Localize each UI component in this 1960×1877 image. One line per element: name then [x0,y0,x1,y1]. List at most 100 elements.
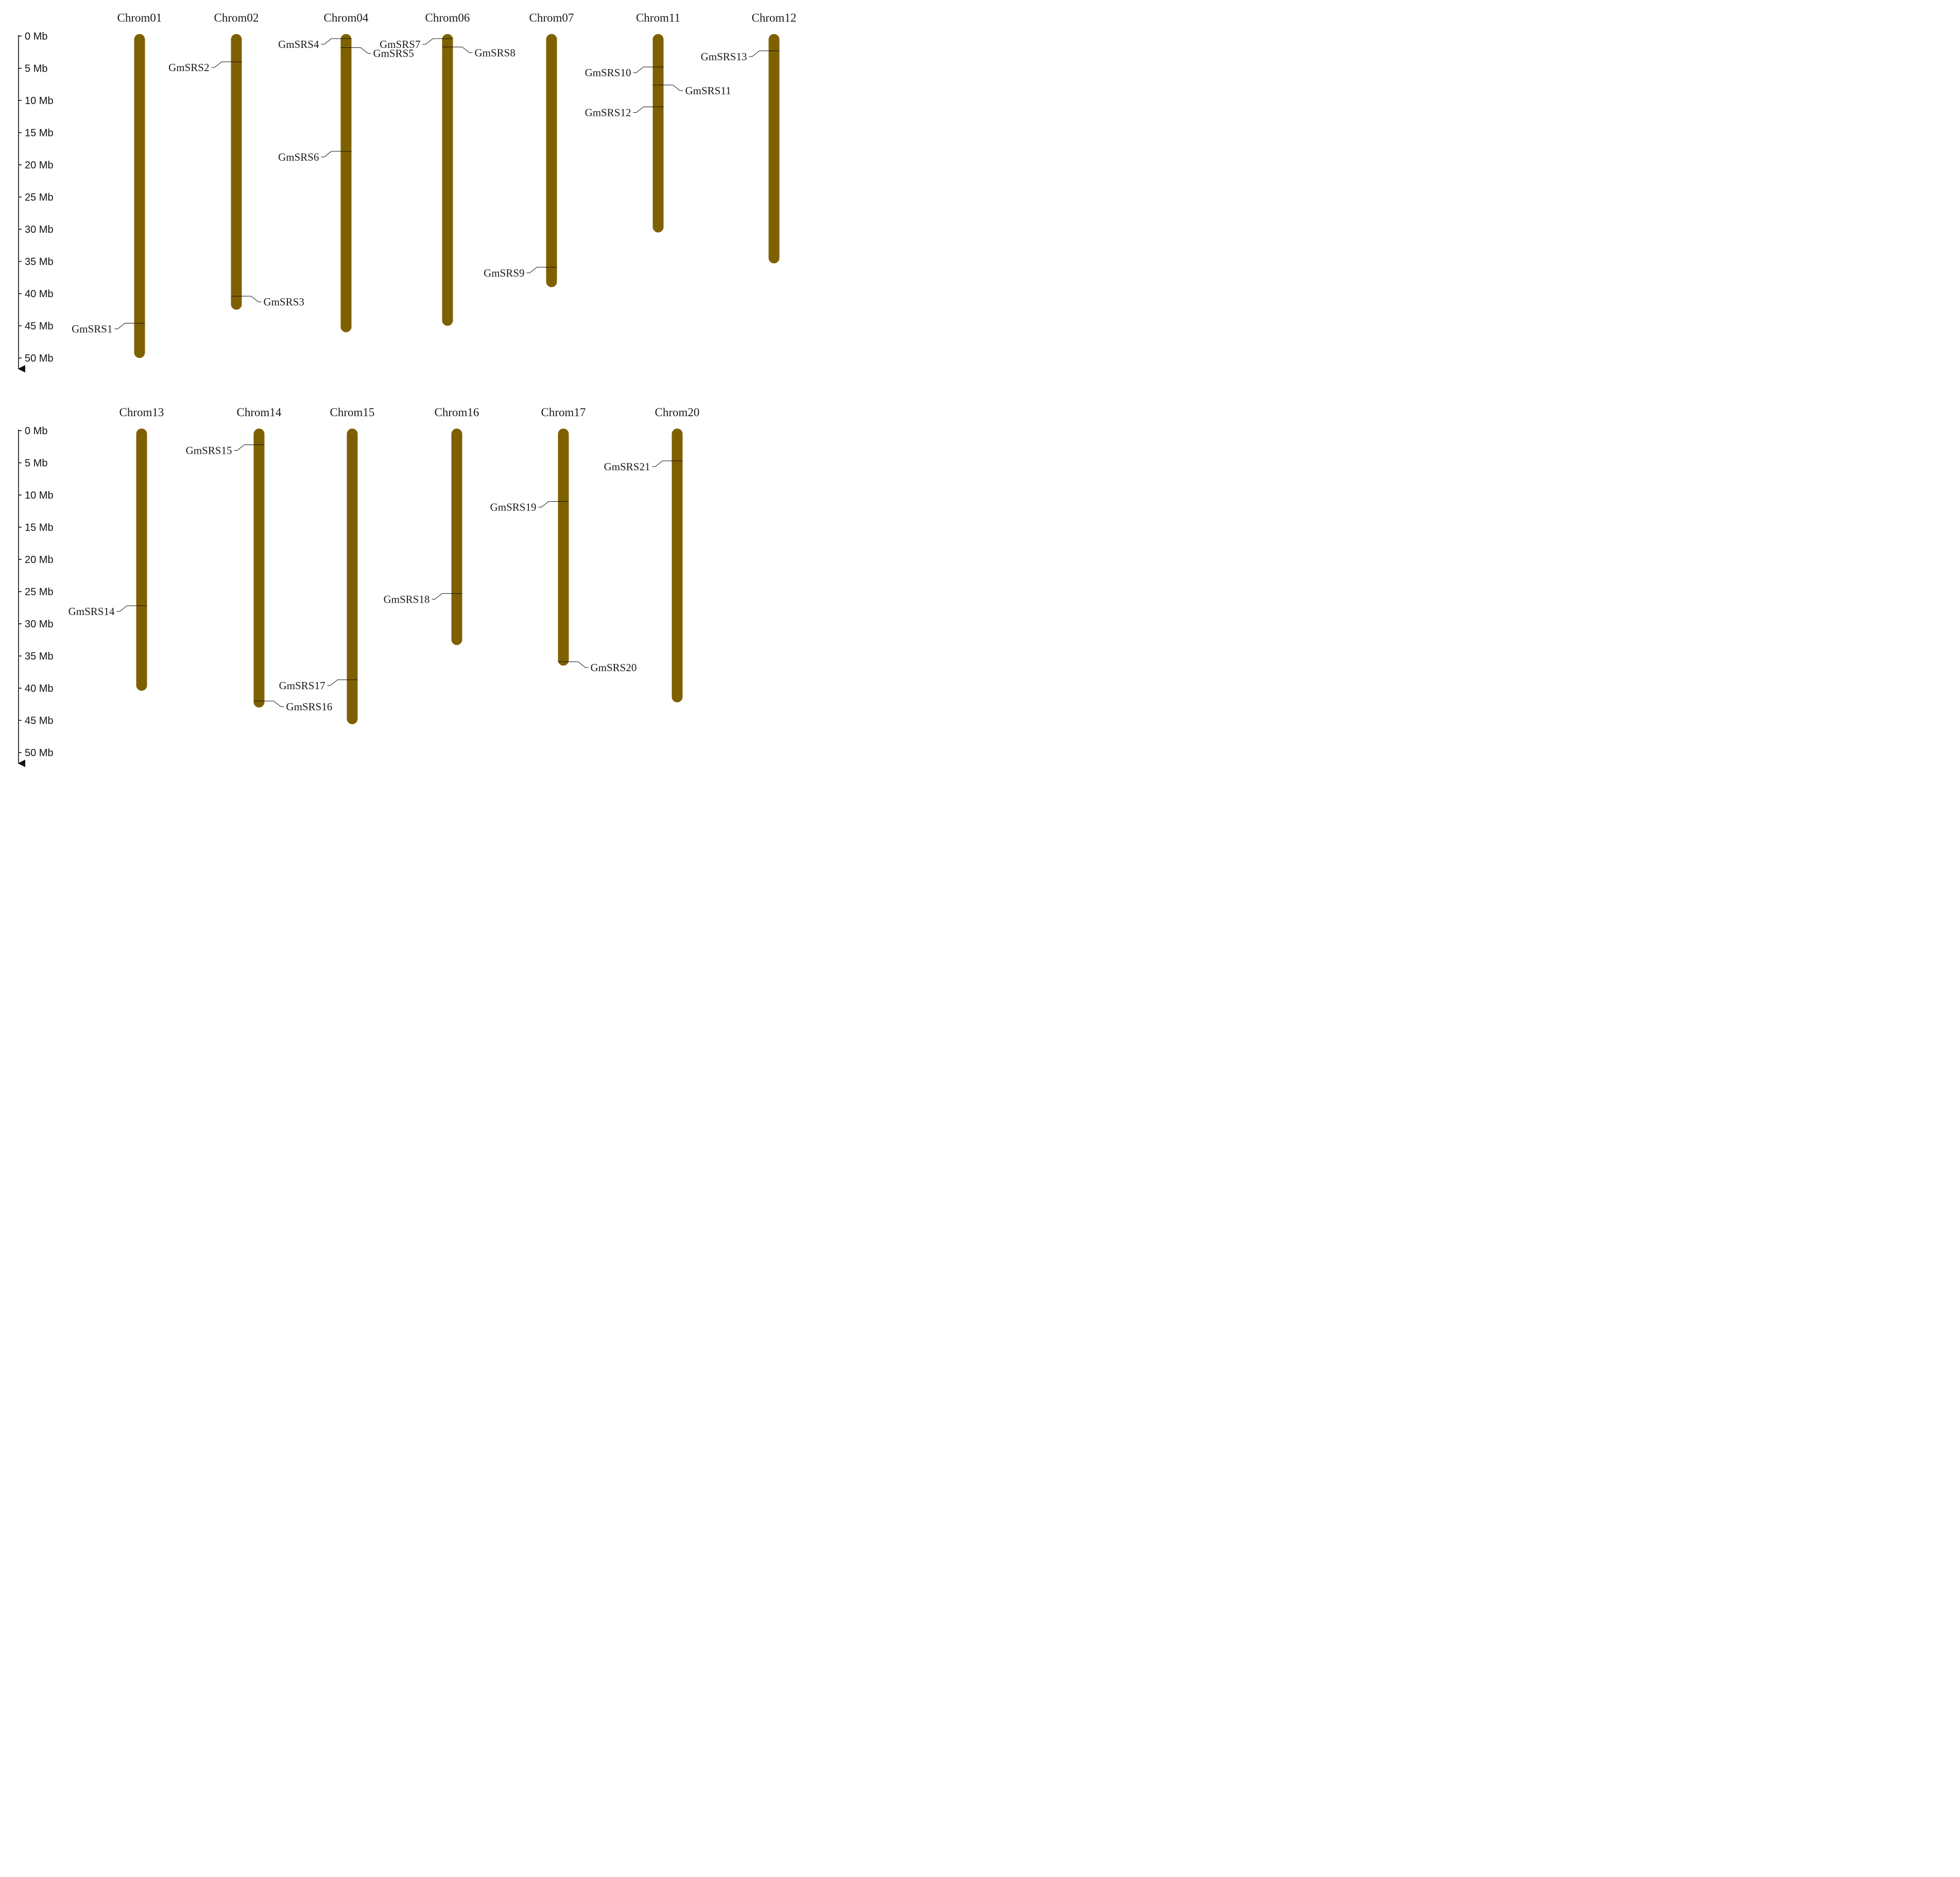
chromosome-chrom13: Chrom13 GmSRS14 [68,406,164,691]
gene-leader-line [538,501,558,507]
chromosome-bar [451,429,462,645]
gene-label: GmSRS20 [591,661,637,674]
chromosome-chrom16: Chrom16 GmSRS18 [384,406,479,645]
chromosome-map: 0 Mb 5 Mb 10 Mb 15 Mb 20 Mb 25 Mb 30 Mb 35 Mb 40… [18,11,796,767]
gene-marker-gmsrs17: GmSRS17 [279,679,358,692]
gene-leader-line [652,460,672,467]
gene-leader-line [633,107,653,113]
gene-leader-line [321,38,341,45]
gene-label: GmSRS11 [685,84,731,97]
gene-label: GmSRS5 [373,47,414,60]
gene-leader-line [351,47,371,54]
gene-leader-line [663,84,683,91]
y-tick-label: 45 Mb [25,715,54,727]
gene-leader-line [453,46,473,53]
chromosome-chrom01: Chrom01 GmSRS1 [72,11,162,358]
chromosome-chrom02: Chrom02 GmSRS2 GmSRS3 [168,11,304,310]
y-axis: 0 Mb 5 Mb 10 Mb 15 Mb 20 Mb 25 Mb 30 Mb 35 Mb 40… [18,425,54,767]
chromosome-bar [442,34,453,326]
gene-label: GmSRS3 [264,296,304,308]
chromosome-bar [768,34,780,264]
chromosome-label: Chrom14 [237,406,282,419]
chromosome-chrom20: Chrom20 GmSRS21 [604,406,700,703]
gene-leader-line [264,701,284,707]
gene-marker-gmsrs12: GmSRS12 [585,107,664,119]
chromosome-label: Chrom20 [655,406,700,419]
chromosome-label: Chrom07 [529,11,574,24]
y-tick-label: 20 Mb [25,160,54,171]
gene-marker-gmsrs19: GmSRS19 [490,501,569,514]
gene-leader-line [633,66,653,73]
chromosome-chrom17: Chrom17 GmSRS19 GmSRS20 [490,406,637,674]
gene-marker-gmsrs7: GmSRS7 [380,38,453,50]
gene-marker-gmsrs6: GmSRS6 [278,151,352,163]
gene-marker-gmsrs5: GmSRS5 [340,47,414,60]
y-tick-label: 35 Mb [25,651,54,662]
chromosome-chrom15: Chrom15 GmSRS17 [279,406,375,724]
chromosome-label: Chrom04 [324,11,369,24]
chromosome-label: Chrom16 [435,406,479,419]
y-tick-label: 0 Mb [25,425,47,437]
gene-marker-gmsrs14: GmSRS14 [68,605,147,618]
gene-label: GmSRS13 [701,50,747,63]
chromosome-bar [136,429,147,691]
chromosome-bar [652,34,664,233]
y-tick-label: 15 Mb [25,522,54,534]
chromosome-bar [231,34,242,310]
y-tick-label: 25 Mb [25,587,54,598]
gene-label: GmSRS2 [168,61,209,74]
chromosome-label: Chrom01 [117,11,162,24]
y-tick-label: 10 Mb [25,490,54,501]
gene-label: GmSRS4 [278,38,319,50]
gene-marker-gmsrs2: GmSRS2 [168,61,242,74]
gene-marker-gmsrs8: GmSRS8 [442,46,515,59]
gene-label: GmSRS15 [186,445,232,457]
gene-marker-gmsrs20: GmSRS20 [558,661,637,674]
chromosome-bar [347,429,358,724]
y-tick-label: 40 Mb [25,288,54,300]
gene-label: GmSRS7 [380,38,420,50]
panel-top: 0 Mb 5 Mb 10 Mb 15 Mb 20 Mb 25 Mb 30 Mb 35 Mb 40… [18,11,796,373]
gene-marker-gmsrs16: GmSRS16 [253,701,333,713]
y-tick-label: 30 Mb [25,619,54,630]
chromosome-bar [558,429,569,666]
gene-marker-gmsrs3: GmSRS3 [231,296,304,308]
gene-leader-line [569,661,589,668]
y-tick-label: 50 Mb [25,747,54,759]
chromosome-label: Chrom17 [541,406,586,419]
gene-label: GmSRS14 [68,605,115,618]
y-tick-label: 50 Mb [25,353,54,364]
chromosome-label: Chrom02 [214,11,259,24]
chromosome-chrom12: Chrom12 GmSRS13 [701,11,796,264]
gene-leader-line [422,38,442,45]
chromosome-label: Chrom06 [425,11,470,24]
gene-leader-line [432,593,452,600]
gene-label: GmSRS16 [286,701,333,713]
gene-label: GmSRS19 [490,501,537,514]
chromosome-bar [672,429,683,703]
gene-leader-line [234,445,254,451]
chromosome-label: Chrom13 [119,406,164,419]
gene-marker-gmsrs9: GmSRS9 [484,267,557,279]
gene-marker-gmsrs18: GmSRS18 [384,593,462,605]
y-tick-label: 5 Mb [25,63,47,75]
gene-marker-gmsrs21: GmSRS21 [604,460,683,473]
chromosome-chrom04: Chrom04 GmSRS4 GmSRS5 GmSRS6 [278,11,414,332]
gene-marker-gmsrs15: GmSRS15 [186,445,265,457]
chromosome-chrom11: Chrom11 GmSRS10 GmSRS11 GmSRS12 [585,11,731,233]
y-tick-label: 10 Mb [25,95,54,107]
gene-leader-line [749,50,769,57]
chromosome-chrom07: Chrom07 GmSRS9 [484,11,574,287]
y-tick-label: 35 Mb [25,257,54,268]
chromosome-map-figure: 0 Mb 5 Mb 10 Mb 15 Mb 20 Mb 25 Mb 30 Mb 35 Mb 40… [0,0,802,769]
y-tick-label: 20 Mb [25,554,54,566]
y-tick-label: 5 Mb [25,458,47,469]
chromosome-label: Chrom15 [330,406,375,419]
chromosome-bar [546,34,557,287]
gene-label: GmSRS18 [384,593,430,605]
gene-label: GmSRS21 [604,460,650,473]
y-tick-label: 40 Mb [25,683,54,694]
y-axis: 0 Mb 5 Mb 10 Mb 15 Mb 20 Mb 25 Mb 30 Mb 35 Mb 40… [18,31,54,373]
y-tick-label: 30 Mb [25,224,54,235]
chromosome-chrom14: Chrom14 GmSRS15 GmSRS16 [186,406,333,713]
